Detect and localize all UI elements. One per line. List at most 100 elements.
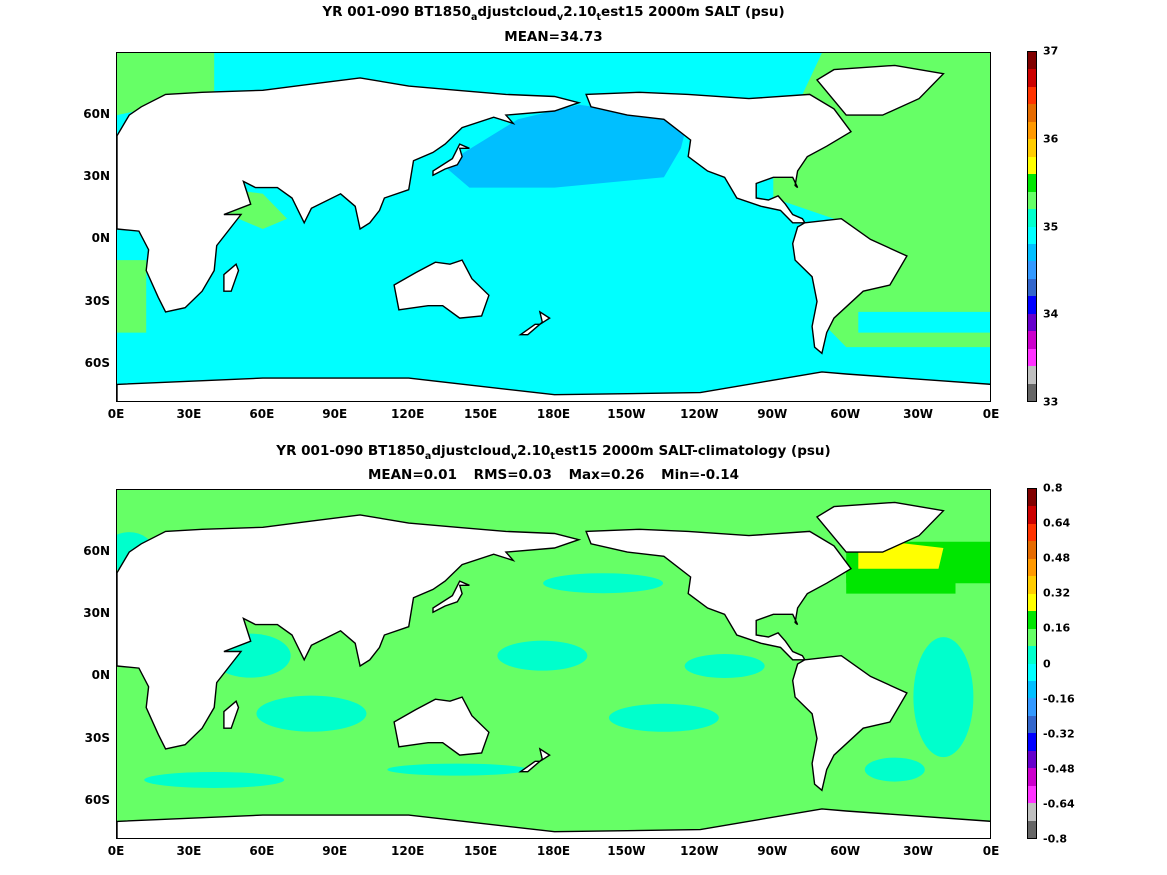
anomaly-patch — [913, 637, 974, 758]
colorbar-label: -0.64 — [1043, 797, 1075, 811]
y-tick-label: 30S — [84, 730, 110, 745]
anomaly-patch — [543, 573, 664, 594]
colorbar-label: 33 — [1043, 395, 1059, 409]
colorbar-swatch — [1028, 383, 1036, 402]
x-tick-label: 150E — [463, 844, 498, 858]
panel1-map — [116, 52, 991, 402]
colorbar-label: 36 — [1043, 132, 1059, 146]
x-tick-label: 30E — [176, 844, 202, 858]
anomaly-patch — [256, 695, 367, 732]
x-tick-label: 90E — [322, 407, 348, 421]
colorbar-swatch — [1028, 541, 1036, 559]
colorbar-swatch — [1028, 278, 1036, 297]
x-tick-label: 30W — [903, 844, 934, 858]
colorbar-swatch — [1028, 69, 1036, 87]
ocean-region-south-atlantic-fresh — [858, 311, 990, 333]
panel1-colorbar — [1027, 51, 1037, 402]
anomaly-patch — [387, 763, 528, 776]
colorbar-label: 35 — [1043, 220, 1059, 233]
colorbar-label: 37 — [1043, 44, 1059, 58]
y-tick-label: 60S — [84, 355, 110, 370]
x-tick-label: 120E — [391, 407, 425, 421]
continent-australia — [393, 696, 490, 756]
continent-new-zealand — [518, 747, 551, 773]
colorbar-swatch — [1028, 331, 1036, 349]
continent-antarctica — [117, 371, 990, 401]
colorbar-label: 0.32 — [1043, 586, 1071, 600]
y-tick-label: 60S — [84, 792, 110, 807]
colorbar-swatch — [1028, 121, 1036, 140]
colorbar-swatch — [1028, 785, 1036, 804]
y-tick-label: 60N — [83, 107, 110, 122]
colorbar-swatch — [1028, 593, 1036, 612]
continent-greenland — [815, 64, 945, 116]
x-tick-label: 180E — [536, 844, 571, 858]
colorbar-label: 0.8 — [1043, 481, 1063, 495]
x-tick-label: 120W — [680, 844, 719, 858]
colorbar-swatch — [1028, 576, 1036, 594]
colorbar-swatch — [1028, 226, 1036, 244]
anomaly-patch — [864, 757, 925, 782]
colorbar-swatch — [1028, 646, 1036, 664]
colorbar-swatch — [1028, 313, 1036, 332]
continent-new-zealand — [518, 310, 551, 336]
colorbar-swatch — [1028, 698, 1036, 716]
colorbar-label: -0.48 — [1043, 762, 1075, 776]
colorbar-swatch — [1028, 733, 1036, 751]
colorbar-swatch — [1028, 680, 1036, 699]
colorbar-swatch — [1028, 506, 1036, 524]
x-tick-label: 30E — [176, 407, 202, 421]
colorbar-swatch — [1028, 820, 1036, 839]
map-svg — [117, 53, 990, 401]
colorbar-swatch — [1028, 750, 1036, 769]
x-tick-label: 60W — [830, 407, 861, 421]
ocean-region-east-atlantic — [117, 260, 147, 333]
continent-madagascar — [223, 700, 240, 729]
colorbar-swatch — [1028, 628, 1036, 647]
map-svg — [117, 490, 990, 838]
panel2-title: YR 001-090 BT1850adjustcloudv2.10test15 … — [276, 443, 831, 462]
stat-max: Max=0.26 — [568, 467, 645, 483]
colorbar-label: 0.64 — [1043, 516, 1071, 530]
colorbar-swatch — [1028, 261, 1036, 279]
colorbar-swatch — [1028, 296, 1036, 314]
continent-australia — [393, 259, 490, 319]
continent-japan — [432, 143, 470, 177]
colorbar-swatch — [1028, 191, 1036, 210]
colorbar-swatch — [1028, 86, 1036, 105]
colorbar-swatch — [1028, 52, 1036, 70]
colorbar-label: 0 — [1043, 657, 1051, 670]
anomaly-patch — [684, 654, 765, 679]
colorbar-swatch — [1028, 489, 1036, 507]
x-tick-label: 150E — [463, 407, 498, 421]
stat-mean: MEAN=34.73 — [504, 29, 603, 45]
x-tick-label: 0E — [982, 407, 1000, 421]
continent-japan — [432, 580, 470, 614]
stat-min: Min=-0.14 — [661, 467, 740, 483]
x-tick-label: 150W — [607, 407, 646, 421]
colorbar-label: 0.48 — [1043, 551, 1071, 565]
colorbar-swatch — [1028, 611, 1036, 629]
x-tick-label: 180E — [536, 407, 571, 421]
continent-americas — [585, 528, 908, 792]
x-tick-label: 150W — [607, 844, 646, 858]
y-tick-label: 60N — [83, 544, 110, 559]
colorbar-swatch — [1028, 768, 1036, 786]
x-tick-label: 90E — [322, 844, 348, 858]
colorbar-swatch — [1028, 366, 1036, 384]
anomaly-patch — [497, 640, 588, 671]
panel1-stats: MEAN=34.73 — [116, 29, 991, 45]
continent-antarctica — [117, 808, 990, 838]
y-tick-label: 30S — [84, 293, 110, 308]
x-tick-label: 0E — [107, 844, 125, 858]
colorbar-swatch — [1028, 715, 1036, 734]
x-tick-label: 60E — [249, 407, 275, 421]
panel1-title: YR 001-090 BT1850adjustcloudv2.10test15 … — [322, 4, 785, 23]
y-tick-label: 0N — [91, 231, 110, 246]
x-tick-label: 120E — [391, 844, 425, 858]
ocean-region-north-pacific — [445, 104, 689, 188]
colorbar-label: -0.32 — [1043, 727, 1075, 741]
x-tick-label: 120W — [680, 407, 719, 421]
continent-americas — [585, 91, 908, 355]
continent-madagascar — [223, 263, 240, 292]
